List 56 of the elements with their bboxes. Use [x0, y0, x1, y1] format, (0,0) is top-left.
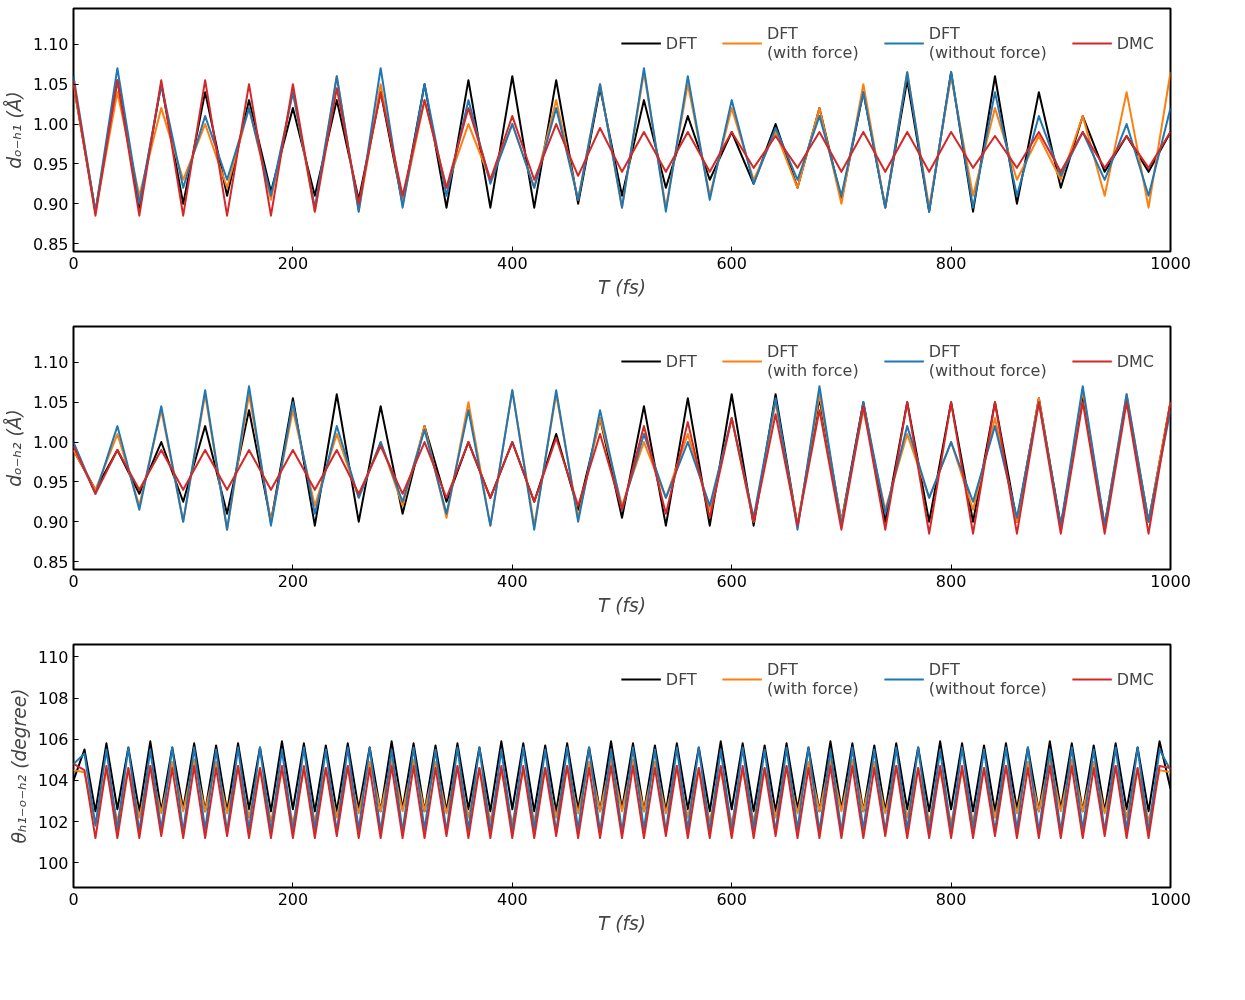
- y-tick-label: 102: [37, 812, 69, 832]
- y-tick-label: 0.90: [32, 194, 69, 214]
- legend-label: DMC: [1116, 351, 1154, 371]
- x-tick-label: 400: [497, 253, 528, 273]
- legend-label: DFT (with force): [766, 24, 859, 62]
- legend-label: DFT (with force): [766, 660, 859, 698]
- y-tick-label: 0.95: [32, 154, 69, 174]
- x-tick-label: 0: [68, 571, 79, 591]
- y-tick-label: 1.00: [32, 433, 69, 453]
- x-axis-title: T (fs): [597, 276, 647, 298]
- x-tick-label: 1000: [1150, 253, 1191, 273]
- y-tick-label: 0.85: [32, 552, 69, 572]
- x-axis-title: T (fs): [597, 912, 647, 934]
- y-tick-label: 100: [37, 853, 69, 873]
- legend-label: DFT (with force): [766, 342, 859, 380]
- y-tick-label: 1.00: [32, 115, 69, 135]
- line-series: [73, 746, 1171, 833]
- x-tick-label: 400: [497, 571, 528, 591]
- legend-label: DFT: [665, 669, 697, 689]
- legend-label: DMC: [1116, 669, 1154, 689]
- x-tick-label: 200: [277, 571, 309, 591]
- legend-label: DMC: [1116, 33, 1154, 53]
- x-tick-label: 1000: [1150, 571, 1191, 591]
- line-series: [73, 762, 1171, 840]
- y-tick-label: 110: [37, 647, 69, 667]
- legend-label: DFT: [665, 351, 697, 371]
- legend-label: DFT (without force): [928, 24, 1047, 62]
- x-tick-label: 200: [277, 889, 309, 909]
- y-axis-title: θₕ₁₋ₒ₋ₕ₂ (degree): [8, 688, 30, 844]
- y-tick-label: 108: [37, 689, 69, 709]
- y-tick-label: 0.90: [32, 512, 69, 532]
- x-tick-label: 600: [716, 571, 747, 591]
- y-axis-title: dₒ₋ₕ₁ (Å): [2, 91, 25, 169]
- legend-label: DFT (without force): [928, 342, 1047, 380]
- x-tick-label: 0: [68, 253, 79, 273]
- y-tick-label: 0.85: [32, 234, 69, 254]
- x-tick-label: 800: [935, 889, 967, 909]
- x-tick-label: 200: [277, 253, 309, 273]
- x-tick-label: 600: [716, 253, 747, 273]
- x-tick-label: 0: [68, 889, 79, 909]
- y-tick-label: 106: [37, 730, 69, 750]
- x-tick-label: 600: [716, 889, 747, 909]
- y-axis-title: dₒ₋ₕ₂ (Å): [2, 409, 25, 487]
- x-tick-label: 400: [497, 889, 528, 909]
- y-tick-label: 104: [37, 771, 69, 791]
- x-axis-title: T (fs): [597, 594, 647, 616]
- x-tick-label: 800: [935, 571, 967, 591]
- y-tick-label: 1.10: [32, 353, 69, 373]
- x-tick-label: 1000: [1150, 889, 1191, 909]
- y-tick-label: 0.95: [32, 472, 69, 492]
- y-tick-label: 1.05: [32, 393, 69, 413]
- x-tick-label: 800: [935, 253, 967, 273]
- y-tick-label: 1.05: [32, 75, 69, 95]
- y-tick-label: 1.10: [32, 35, 69, 55]
- legend-label: DFT: [665, 33, 697, 53]
- legend-label: DFT (without force): [928, 660, 1047, 698]
